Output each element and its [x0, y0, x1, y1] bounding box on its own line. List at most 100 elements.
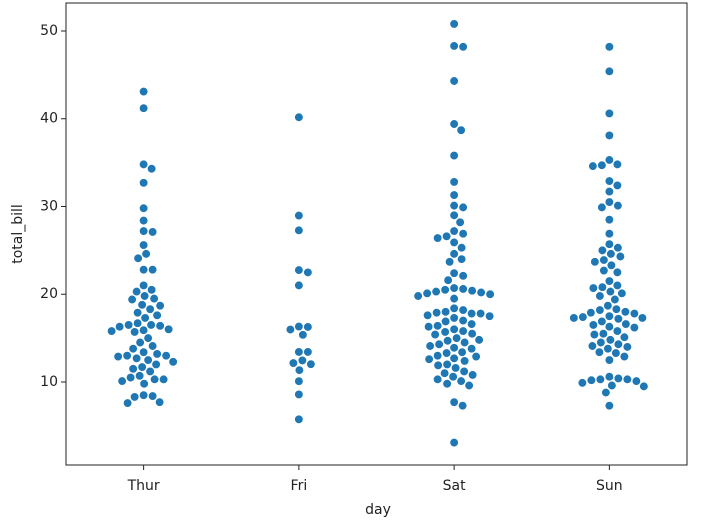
swarm-point	[158, 374, 169, 385]
swarm-point	[449, 268, 459, 278]
swarm-point	[458, 42, 468, 52]
swarm-point	[146, 164, 157, 174]
swarm-point	[464, 380, 474, 391]
swarm-point	[449, 226, 459, 236]
swarm-point	[449, 437, 459, 448]
swarm-point	[422, 288, 432, 299]
swarm-point	[613, 339, 624, 349]
swarm-point	[604, 311, 615, 321]
swarm-point	[611, 348, 621, 358]
plot-frame	[65, 2, 688, 466]
swarm-point	[604, 239, 615, 249]
swarm-point	[449, 283, 459, 293]
swarm-point	[604, 66, 615, 77]
swarm-point	[449, 41, 459, 51]
swarm-point	[155, 321, 165, 331]
swarm-point	[615, 251, 626, 262]
swarm-point	[129, 392, 140, 402]
swarm-point	[456, 125, 466, 135]
swarm-point	[285, 324, 296, 335]
swarm-point	[476, 287, 486, 298]
swarm-point	[612, 159, 623, 170]
swarm-point	[145, 304, 155, 314]
y-axis-label: total_bill	[10, 204, 26, 264]
swarm-point	[456, 254, 467, 264]
swarm-point	[432, 233, 443, 243]
swarm-point	[147, 341, 158, 351]
swarm-point	[606, 249, 616, 259]
swarm-point	[456, 376, 466, 386]
swarm-point	[587, 341, 598, 351]
swarm-point	[294, 280, 304, 291]
swarm-point	[577, 378, 588, 388]
swarm-point	[138, 226, 149, 236]
swarm-point	[127, 294, 137, 305]
swarm-point	[134, 371, 145, 381]
swarm-point	[588, 161, 598, 171]
swarm-point	[459, 366, 469, 377]
swarm-point	[605, 335, 616, 345]
swarm-point	[432, 374, 443, 385]
swarm-point	[442, 359, 452, 370]
swarm-point	[297, 355, 308, 366]
swarm-point	[138, 390, 149, 400]
swarm-point	[141, 249, 151, 259]
y-tick-label: 40	[40, 111, 58, 127]
swarm-point	[138, 280, 149, 291]
swarm-point	[613, 373, 624, 384]
swarm-point	[449, 293, 459, 304]
swarm-point	[484, 311, 495, 321]
swarm-point	[458, 315, 468, 326]
swarm-point	[114, 322, 125, 332]
swarm-point	[604, 372, 615, 382]
swarm-point	[612, 280, 623, 291]
swarm-point	[610, 294, 620, 305]
swarm-point	[138, 203, 149, 213]
swarm-point	[586, 375, 597, 385]
swarm-point	[617, 288, 627, 299]
swarm-point	[455, 217, 465, 227]
swarm-point	[441, 348, 452, 358]
swarm-point	[467, 329, 477, 339]
swarm-point	[294, 389, 304, 400]
swarm-point	[132, 318, 143, 328]
swarm-point	[604, 186, 615, 197]
swarm-point	[288, 358, 299, 368]
swarm-point	[434, 339, 444, 349]
swarm-point	[146, 320, 156, 330]
swarm-point	[138, 240, 149, 250]
swarm-point	[611, 304, 622, 314]
swarm-point	[604, 276, 615, 286]
swarm-point	[138, 215, 149, 226]
swarm-point	[606, 260, 617, 270]
swarm-point	[595, 374, 606, 385]
swarm-point	[443, 275, 453, 285]
swarm-point	[129, 327, 140, 337]
swarm-point	[106, 326, 117, 336]
swarm-point	[449, 76, 459, 86]
swarm-point	[458, 229, 468, 239]
swarm-point	[149, 374, 160, 385]
swarm-point	[123, 320, 134, 330]
swarm-point	[430, 329, 440, 340]
swarm-point	[145, 366, 155, 377]
swarm-point	[423, 322, 434, 332]
swarm-point	[594, 347, 605, 357]
swarm-point	[161, 351, 171, 361]
swarm-point	[604, 229, 615, 239]
x-tick-label: Sun	[596, 478, 623, 494]
swarm-point	[604, 322, 615, 332]
swarm-point	[458, 326, 468, 336]
swarm-point	[475, 308, 486, 319]
swarm-point	[442, 336, 453, 346]
swarm-point	[155, 300, 165, 311]
swarm-point	[422, 310, 433, 320]
x-tick-label: Thur	[127, 478, 160, 494]
swarm-point	[604, 355, 615, 365]
swarm-point	[138, 86, 149, 97]
swarm-point	[294, 265, 304, 275]
swarm-point	[294, 414, 304, 424]
swarm-point	[303, 267, 313, 278]
swarm-point	[467, 286, 477, 296]
swarm-point	[128, 343, 138, 354]
